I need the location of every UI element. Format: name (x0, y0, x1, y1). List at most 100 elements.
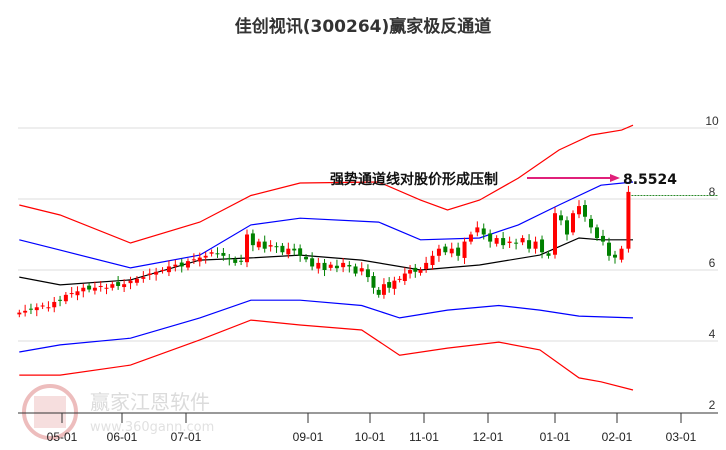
y-tick-label: 10 (705, 114, 719, 128)
candle-body (376, 289, 381, 295)
candle-body (475, 227, 480, 233)
candle-body (583, 205, 587, 217)
watermark-name: 赢家江恩软件 (90, 390, 210, 414)
candle-body (110, 284, 115, 288)
candle-body (456, 247, 461, 256)
candle-body (365, 269, 370, 278)
candle-body (298, 248, 303, 256)
candle-body (81, 287, 86, 292)
candle-body (256, 241, 261, 248)
candle-body (34, 307, 39, 311)
candle-body (141, 277, 146, 279)
candle-body (402, 273, 407, 282)
candle-body (397, 278, 402, 280)
x-tick-label: 09-01 (293, 430, 324, 444)
candle-body (185, 261, 190, 268)
candle-body (17, 312, 22, 315)
candle-body (179, 262, 184, 267)
x-tick-label: 05-01 (47, 430, 78, 444)
series-line-upper-inner (19, 181, 634, 269)
x-tick-label: 10-01 (355, 430, 386, 444)
candle-body (481, 228, 486, 235)
candle-body (371, 276, 376, 288)
series-line-lower-outer (19, 319, 634, 391)
candle-body (449, 248, 454, 254)
candle-body (494, 238, 499, 244)
y-tick-label: 6 (709, 256, 716, 270)
chart-title: 佳创视讯(300264)赢家极反通道 (234, 17, 492, 37)
x-tick-label: 07-01 (171, 430, 202, 444)
candle-body (565, 220, 569, 235)
candle-body (443, 246, 448, 253)
candle-body (46, 307, 51, 309)
candle-body (221, 252, 226, 256)
candle-body (527, 240, 532, 249)
candle-body (203, 255, 208, 258)
x-tick-label: 11-01 (409, 430, 439, 444)
series-line-upper-outer (19, 124, 634, 244)
candle-body (322, 262, 327, 270)
candle-body (286, 248, 291, 255)
candle-body (166, 266, 171, 273)
candle-body (553, 213, 557, 255)
x-tick-label: 02-01 (602, 430, 633, 444)
candle-body (92, 287, 97, 291)
candle-body (227, 257, 232, 260)
candle-body (239, 260, 244, 262)
arrow-head-icon (610, 174, 620, 182)
candle-body (501, 238, 506, 246)
y-tick-label: 4 (709, 327, 716, 341)
candle-body (122, 284, 127, 288)
candle-body (359, 268, 364, 272)
candle-body (514, 242, 519, 244)
candle-body (316, 262, 321, 269)
candle-body (418, 270, 423, 273)
candle-body (40, 305, 45, 307)
watermark-url: www.360gann.com (90, 420, 215, 435)
seal-logo-icon (22, 384, 78, 440)
candle-body (191, 259, 196, 261)
candle-body (507, 241, 512, 244)
candle-body (430, 255, 435, 266)
candle-body (250, 233, 255, 246)
candle-body (245, 234, 249, 263)
x-tick-label: 06-01 (107, 430, 138, 444)
candle-body (540, 239, 545, 253)
candle-body (209, 252, 214, 254)
candle-body (28, 308, 33, 310)
series-line-lower-inner (19, 299, 634, 353)
candle-body (154, 271, 159, 275)
candle-body (626, 191, 631, 249)
candle-body (533, 241, 538, 249)
candle-body (601, 235, 605, 242)
candle-body (546, 253, 551, 256)
candle-body (559, 215, 563, 221)
candle-body (462, 241, 467, 258)
candle-body (104, 287, 109, 289)
candle-body (413, 267, 418, 272)
candle-body (75, 291, 80, 296)
candle-body (116, 282, 121, 286)
candle-body (595, 227, 599, 239)
candle-body (292, 248, 297, 251)
y-tick-label: 2 (709, 398, 716, 412)
candle-body (274, 246, 279, 248)
candle-body (577, 206, 581, 215)
x-tick-label: 03-01 (666, 430, 697, 444)
candle-body (215, 253, 220, 255)
candle-body (408, 270, 413, 274)
candle-body (353, 266, 358, 274)
candle-body (613, 254, 617, 258)
candle-body (341, 262, 346, 268)
candle-body (69, 293, 74, 295)
candle-body (147, 273, 152, 275)
candle-body (571, 213, 575, 233)
candle-body (52, 301, 57, 308)
candle-body (381, 284, 386, 295)
candle-body (304, 256, 309, 260)
candle-body (87, 285, 92, 290)
x-tick-label: 01-01 (540, 430, 571, 444)
candle-body (387, 282, 392, 288)
candle-body (58, 299, 63, 301)
